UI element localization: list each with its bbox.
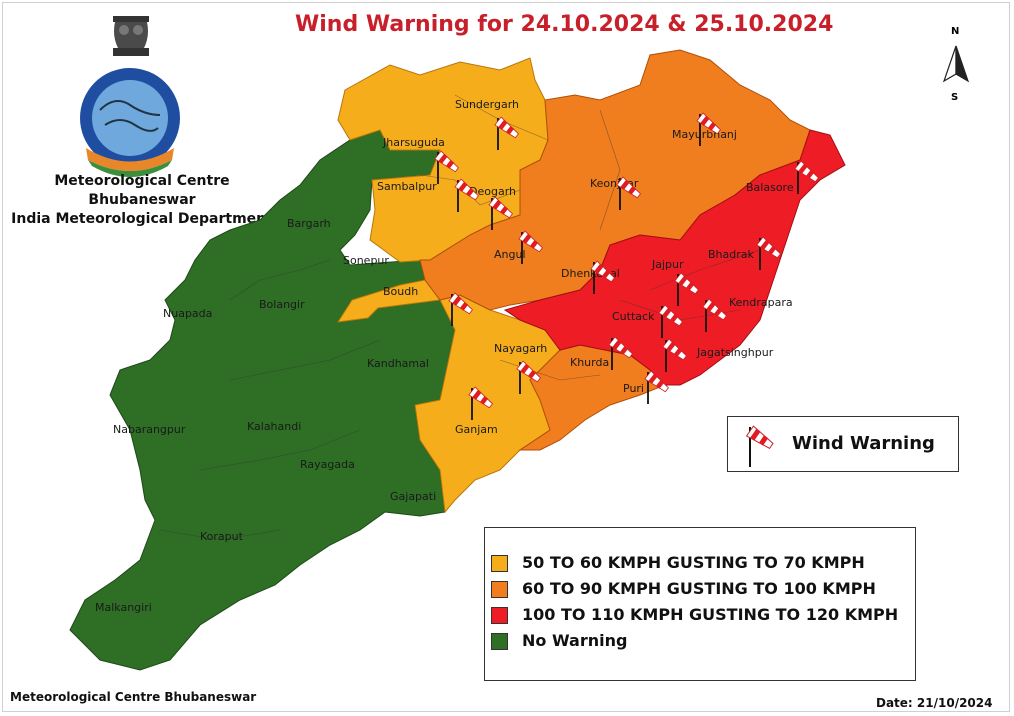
district-label: Kendrapara — [729, 296, 793, 309]
district-label: Cuttack — [612, 310, 655, 323]
windsock-icon — [448, 292, 473, 326]
district-label: Kandhamal — [367, 357, 429, 370]
district-label: Nabarangpur — [113, 423, 186, 436]
district-label: Kalahandi — [247, 420, 301, 433]
windsock-icon — [674, 272, 699, 306]
district-label: Boudh — [383, 285, 418, 298]
legend-swatch — [491, 607, 508, 624]
windsock-icon — [494, 116, 519, 150]
district-label: Sambalpur — [377, 180, 437, 193]
district-label: Mayurbhanj — [672, 128, 737, 141]
district-label: Jharsuguda — [382, 136, 445, 149]
legend-swatch — [491, 581, 508, 598]
north-arrow: N S — [938, 26, 978, 106]
windsock-icon — [662, 338, 687, 372]
organization-line2: India Meteorological Department — [11, 211, 273, 227]
district-label: Koraput — [200, 530, 244, 543]
map-title: Wind Warning for 24.10.2024 & 25.10.2024 — [295, 12, 834, 37]
district-label: Bolangir — [259, 298, 305, 311]
district-label: Jajpur — [651, 258, 684, 271]
district-label: Bargarh — [287, 217, 331, 230]
windsock-icon — [434, 150, 459, 184]
windsock-icon — [644, 370, 669, 404]
district-labels: Sundergarh Jharsuguda Sambalpur Deogarh … — [95, 98, 794, 614]
compass-arrow-icon — [942, 45, 970, 83]
district-label: Ganjam — [455, 423, 498, 436]
footer-date: Date: 21/10/2024 — [876, 696, 993, 710]
windsock-icon — [794, 160, 819, 194]
wind-warning-label: Wind Warning — [792, 433, 935, 454]
windsock-icon — [608, 336, 633, 370]
district-label: Nayagarh — [494, 342, 547, 355]
district-label: Gajapati — [390, 490, 436, 503]
windsock-icon — [488, 196, 513, 230]
district-label: Angul — [494, 248, 526, 261]
legend-label: 50 TO 60 KMPH GUSTING TO 70 KMPH — [522, 553, 865, 572]
district-label: Rayagada — [300, 458, 355, 471]
district-label: Sonepur — [343, 254, 389, 267]
legend-label: 60 TO 90 KMPH GUSTING TO 100 KMPH — [522, 579, 876, 598]
legend-label: 100 TO 110 KMPH GUSTING TO 120 KMPH — [522, 605, 899, 624]
district-label: Nuapada — [163, 307, 212, 320]
region-50-60-boudh — [337, 279, 441, 323]
windsock-icon — [518, 230, 543, 264]
wind-warning-key: Wind Warning — [727, 416, 959, 472]
district-label: Malkangiri — [95, 601, 152, 614]
windsock-markers — [434, 112, 819, 420]
windsock-icon — [658, 304, 683, 338]
district-label: Sundergarh — [455, 98, 519, 111]
footer-organization: Meteorological Centre Bhubaneswar — [10, 690, 257, 704]
compass-north-label: N — [951, 26, 960, 37]
windsock-icon — [756, 236, 781, 270]
district-borders — [159, 94, 761, 541]
compass-south-label: S — [951, 92, 959, 103]
windsock-icon — [745, 425, 774, 467]
district-label: Deogarh — [469, 185, 516, 198]
district-label: Khurda — [570, 356, 609, 369]
windsock-icon — [454, 178, 479, 212]
organization-name: Meteorological Centre Bhubaneswar India … — [6, 172, 278, 229]
windsock-icon — [516, 360, 541, 394]
district-label: Jagatsinghpur — [696, 346, 774, 359]
windsock-icon — [702, 298, 727, 332]
legend-swatch — [491, 555, 508, 572]
windsock-icon — [616, 176, 641, 210]
windsock-icon — [468, 386, 493, 420]
legend-swatch — [491, 633, 508, 650]
warning-category-legend: 50 TO 60 KMPH GUSTING TO 70 KMPH 60 TO 9… — [484, 527, 916, 681]
district-label: Balasore — [746, 181, 794, 194]
windsock-icon — [696, 112, 721, 146]
windsock-icon — [590, 260, 615, 294]
legend-label: No Warning — [522, 631, 628, 650]
organization-line1: Meteorological Centre Bhubaneswar — [54, 173, 230, 208]
district-label: Bhadrak — [708, 248, 755, 261]
region-100-110 — [503, 129, 846, 386]
district-label: Puri — [623, 382, 644, 395]
